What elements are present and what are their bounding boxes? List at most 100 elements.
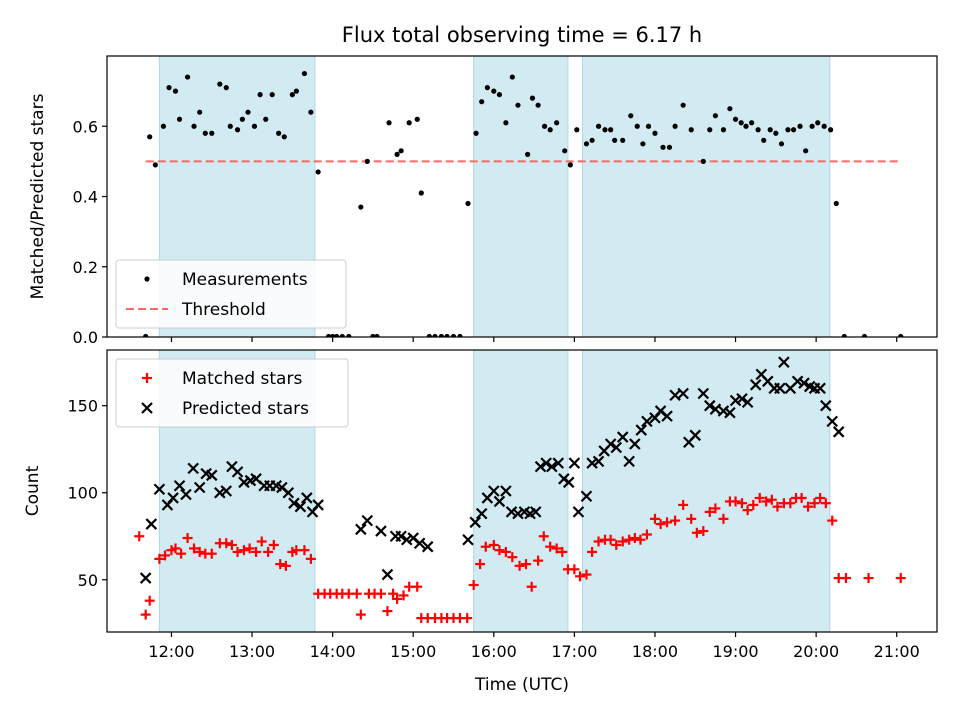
data-point: [386, 120, 392, 126]
data-point: [209, 130, 215, 136]
data-point: [421, 540, 434, 553]
data-point: [256, 536, 267, 547]
data-point: [574, 127, 580, 133]
data-point: [413, 537, 426, 550]
data-point: [552, 457, 565, 469]
data-point: [394, 151, 400, 157]
data-point: [170, 543, 181, 554]
x-tick-label: 15:00: [390, 642, 436, 661]
y-tick-label: 0.4: [73, 188, 98, 207]
data-point: [645, 123, 652, 129]
data-point: [592, 455, 605, 468]
data-point: [661, 410, 673, 422]
data-point: [395, 530, 407, 543]
data-point: [535, 102, 541, 108]
data-point: [803, 501, 814, 512]
data-point: [364, 158, 370, 164]
ratio-panel: 0.0 0.2 0.4 0.6 Matched/Predicted stars Measu…: [28, 55, 938, 347]
legend-label: Matched stars: [182, 369, 302, 389]
y-tick-label: 100: [67, 484, 98, 503]
data-point: [774, 382, 786, 395]
data-point: [641, 415, 653, 428]
data-point: [167, 492, 179, 504]
data-point: [541, 123, 548, 129]
data-point: [820, 498, 831, 509]
data-point: [145, 518, 158, 530]
data-point: [610, 441, 623, 454]
legend-label: Threshold: [181, 300, 266, 320]
data-point: [562, 476, 575, 489]
data-point: [827, 515, 838, 526]
data-point: [381, 568, 394, 581]
data-point: [268, 539, 279, 550]
data-point: [538, 531, 549, 542]
legend-box: [115, 259, 347, 329]
data-point: [773, 130, 779, 136]
data-point: [160, 123, 167, 129]
legend-marker: [144, 276, 150, 282]
y-tick-label: 50: [78, 571, 98, 590]
series-plus: [134, 492, 906, 624]
data-point: [488, 539, 499, 550]
data-point: [749, 120, 755, 126]
data-point: [465, 200, 471, 207]
data-point: [635, 534, 646, 545]
data-point: [503, 120, 509, 126]
data-point: [778, 141, 785, 147]
data-point: [301, 492, 313, 504]
data-point: [736, 392, 748, 405]
data-point: [361, 514, 374, 527]
x-tick-label: 19:00: [712, 642, 758, 661]
data-point: [826, 415, 839, 428]
data-point: [620, 137, 626, 143]
data-point: [634, 123, 640, 129]
observing-window-band: [581, 56, 831, 337]
data-point: [797, 123, 803, 129]
series-x: [139, 356, 845, 584]
data-point: [766, 494, 777, 505]
y-axis-label: Matched/Predicted stars: [28, 93, 48, 299]
data-point: [355, 609, 366, 620]
data-point: [398, 148, 404, 154]
data-point: [375, 588, 386, 599]
legend-label: Measurements: [182, 270, 308, 290]
data-point: [666, 144, 673, 150]
data-point: [700, 158, 706, 164]
data-point: [526, 581, 537, 592]
data-point: [263, 116, 269, 122]
data-point: [732, 116, 739, 122]
data-point: [280, 560, 291, 571]
data-point: [691, 527, 702, 538]
data-point: [652, 130, 658, 136]
data-point: [217, 81, 223, 87]
x-tick-label: 12:00: [148, 642, 194, 661]
data-point: [176, 548, 187, 559]
data-point: [374, 333, 380, 337]
data-point: [686, 513, 697, 524]
x-tick-label: 21:00: [874, 642, 920, 661]
data-point: [330, 333, 336, 337]
data-point: [140, 609, 151, 620]
data-point: [628, 113, 634, 119]
data-point: [251, 546, 262, 557]
data-point: [276, 130, 282, 136]
data-point: [289, 92, 295, 98]
data-point: [484, 85, 490, 91]
data-point: [234, 127, 241, 133]
data-point: [293, 88, 299, 94]
x-tick-label: 18:00: [632, 642, 678, 661]
data-point: [514, 560, 525, 571]
data-point: [143, 333, 149, 337]
data-point: [305, 553, 316, 564]
data-point: [500, 485, 512, 497]
data-point: [375, 525, 387, 537]
data-point: [494, 545, 505, 556]
data-point: [269, 92, 275, 98]
data-point: [315, 169, 321, 175]
data-point: [355, 523, 367, 536]
data-point: [468, 580, 479, 590]
data-point: [334, 333, 340, 337]
data-point: [154, 553, 165, 564]
data-point: [426, 333, 432, 337]
data-point: [351, 588, 362, 599]
